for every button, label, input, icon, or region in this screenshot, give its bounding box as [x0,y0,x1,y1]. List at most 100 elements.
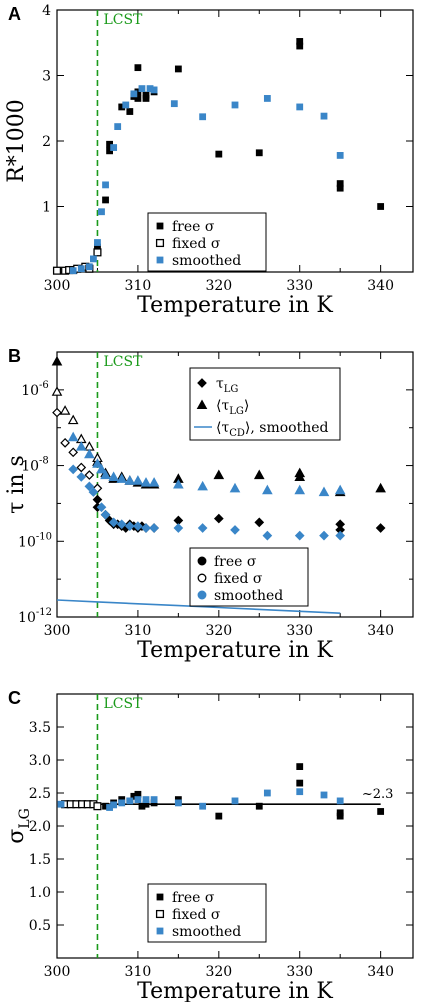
data-point [134,796,142,803]
data-point [92,458,103,468]
legend-marker [156,893,164,901]
x-tick-label: 300 [44,278,71,294]
data-point [84,448,95,459]
y-tick-label: 4 [42,3,51,19]
data-point [173,478,184,489]
legend-marker [155,909,165,919]
data-point [253,469,265,480]
x-tick-label: 320 [205,964,232,980]
x-tick-label: 300 [44,623,71,639]
y-tick-label: 1 [42,200,51,216]
data-point [294,484,306,495]
data-point [133,521,143,531]
data-point [255,802,263,810]
data-point [170,100,178,108]
data-point [134,790,142,798]
data-point [335,519,346,530]
data-point [215,150,223,158]
data-point [142,800,150,808]
legend-label: ⟨τLG⟩ [216,398,249,417]
data-point [114,123,122,130]
data-point [52,407,62,418]
data-point [102,196,109,204]
data-point [149,523,159,533]
data-point [296,763,304,770]
data-point [116,473,128,483]
legend-box [189,547,309,607]
data-point [96,463,107,474]
y-tick-label: 1.5 [29,852,51,868]
y-tick-label: 2.0 [29,819,51,835]
data-point [134,64,142,72]
legend-marker [197,573,207,583]
data-point [96,502,107,513]
data-point [142,796,150,803]
panel-letter: C [8,688,21,708]
data-point [122,101,130,109]
data-point [375,523,386,533]
data-point [67,431,79,442]
data-point [94,239,101,246]
data-point [69,267,77,275]
x-tick-label: 310 [125,278,152,294]
legend-marker [156,222,164,230]
data-point [150,86,158,94]
x-tick-label: 320 [205,278,232,294]
panels: A 300 310 320 330 340 1 2 3 4 Temperature in K R*10… [4,3,414,1002]
x-tick-label: 330 [286,623,313,639]
x-axis-title: Temperature in K [137,638,333,663]
legend-label: smoothed [172,253,241,269]
data-point [377,808,385,815]
y-tick-label: 2.5 [29,786,51,802]
plot-frame [56,351,414,618]
legend-marker [156,927,164,935]
data-point [132,475,144,485]
data-point [197,523,208,533]
data-point [296,38,304,45]
data-point [130,792,138,800]
chart-panel-a: A 300 310 320 330 340 1 2 3 4 Temperature in K R*10… [4,3,414,318]
x-tick-label: 300 [44,964,71,980]
lcst-label: LCST [103,12,143,28]
legend-marker [155,238,165,248]
data-point [336,797,344,805]
y-tick-label: 2 [42,134,51,150]
data-point [106,147,113,155]
data-point [174,65,182,73]
legend-label: fixed σ [172,236,221,252]
data-point [98,208,105,216]
data-point [231,797,239,805]
data-point [213,469,225,480]
data-point [146,85,154,92]
data-point [108,517,119,528]
y-tick-label: 10-6 [21,380,49,399]
panel-letter: B [8,346,21,366]
data-point [106,140,113,148]
data-point [334,484,346,495]
x-axis-title: Temperature in K [137,979,333,1002]
panel-letter: A [8,4,21,24]
data-point [102,181,109,189]
data-point [213,513,224,524]
x-tick-label: 310 [125,964,152,980]
data-point [150,796,158,803]
y-axis-title: R*1000 [4,99,29,183]
data-point [94,243,101,251]
legend-marker [197,590,207,600]
x-tick-label: 340 [367,278,394,294]
data-point [319,530,329,541]
data-point [52,266,62,275]
data-point [255,149,263,157]
data-point [134,95,142,102]
data-point [263,789,271,797]
data-point [76,462,87,473]
data-point [126,797,134,805]
chart-panel-c: C 300 310 320 330 340 0.5 1.0 1.5 2.0 2.5 3.0 3.5 Tem… [4,688,414,1002]
y-tick-label: 10-12 [18,607,52,626]
data-point [335,530,346,541]
data-point [93,802,102,811]
data-point [60,438,70,448]
data-point [118,799,126,807]
legend-label: fixed σ [214,571,263,587]
data-point [100,509,111,520]
